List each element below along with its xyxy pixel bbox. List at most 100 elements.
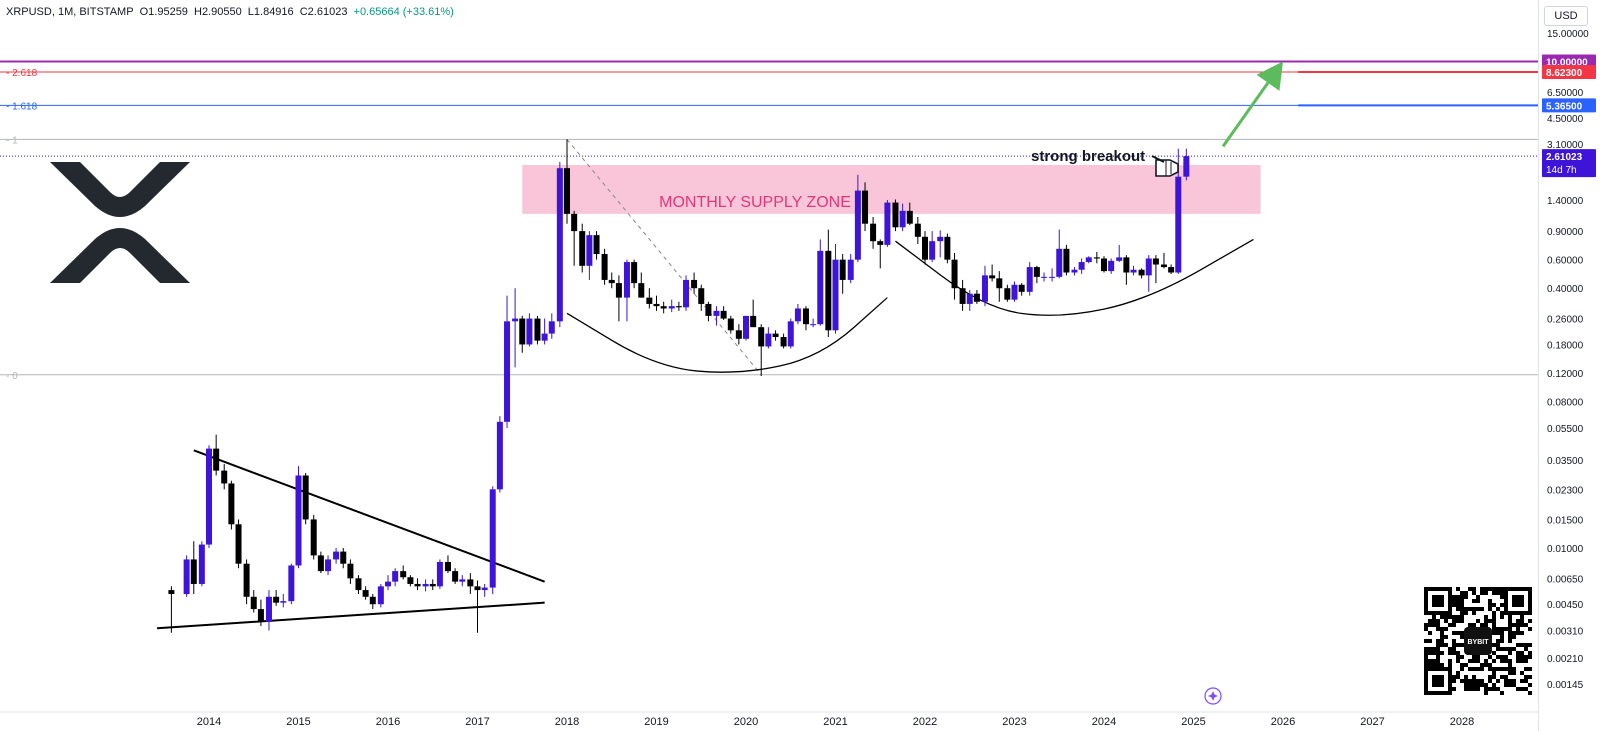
qr-module [1484,683,1488,687]
qr-module [1460,599,1464,603]
qr-module [1424,659,1428,663]
qr-module [1424,675,1428,679]
price-axis[interactable]: 15.00000 6.50000 4.50000 3.10000 1.40000 0.90… [1542,29,1596,691]
qr-module [1440,615,1444,619]
time-tick-label: 2024 [1092,716,1116,728]
candle-bear [675,306,682,308]
qr-module [1496,667,1500,671]
qr-module [1500,591,1504,595]
candle-bear [750,315,757,328]
qr-module [1516,643,1520,647]
qr-module [1432,647,1436,651]
qr-module [1432,595,1436,599]
qr-module [1432,611,1436,615]
qr-module [1508,635,1512,639]
currency-button[interactable]: USD [1544,6,1588,26]
candle-bull [489,489,496,588]
qr-module [1456,619,1460,623]
candle-bear [347,563,354,579]
qr-module [1492,615,1496,619]
qr-module [1464,683,1468,687]
candle-bear [369,596,376,605]
candle-bull [512,318,519,322]
qr-module [1424,671,1428,675]
symbol-name[interactable]: XRPUSD, 1M, BITSTAMP [6,6,134,18]
candle-bear [519,318,526,345]
qr-module [1520,659,1524,663]
qr-module [1432,667,1436,671]
qr-module [1452,595,1456,599]
candle-bear [989,275,996,279]
candle-bear [839,259,846,280]
qr-module [1452,615,1456,619]
candle-bull [1026,267,1033,292]
qr-module [1516,651,1520,655]
qr-module [1460,615,1464,619]
qr-module [1520,603,1524,607]
qr-module [1480,683,1484,687]
qr-module [1444,667,1448,671]
qr-module [1424,683,1428,687]
candle-bull [787,321,794,347]
qr-module [1440,631,1444,635]
qr-module [1508,683,1512,687]
candle-bull [884,202,891,245]
qr-module [1496,655,1500,659]
qr-module [1492,603,1496,607]
qr-module [1472,607,1476,611]
qr-module [1492,643,1496,647]
candle-bull [325,559,332,572]
qr-module [1440,691,1444,695]
candle-bull [198,544,205,584]
qr-module [1436,663,1440,667]
candle-bear [705,303,712,316]
qr-module [1472,599,1476,603]
qr-module [1444,635,1448,639]
qr-module [1468,667,1472,671]
candle-bear [615,283,622,298]
qr-module [1488,663,1492,667]
candle-bull [422,583,429,587]
qr-module [1432,651,1436,655]
qr-module [1492,619,1496,623]
candle-bear [1004,288,1011,300]
qr-module [1456,631,1460,635]
qr-module [1444,615,1448,619]
qr-module [1500,595,1504,599]
qr-module [1472,587,1476,591]
qr-module [1508,651,1512,655]
drawings-layer [157,61,1283,630]
qr-module [1516,627,1520,631]
star-icon[interactable] [1204,687,1222,705]
price-tick-label: 0.00210 [1547,654,1584,665]
qr-module [1480,679,1484,683]
qr-module [1524,611,1528,615]
candle-bear [1168,267,1175,273]
qr-module [1452,599,1456,603]
qr-module [1516,623,1520,627]
candle-bull [377,586,384,605]
qr-module [1516,595,1520,599]
candle-bear [250,596,257,610]
fib-label: - 0 [6,371,18,382]
qr-module [1436,603,1440,607]
qr-module [1460,663,1464,667]
qr-module [1496,647,1500,651]
qr-module [1448,659,1452,663]
qr-module [1524,587,1528,591]
candle-bull [556,168,563,322]
qr-module [1472,683,1476,687]
qr-module [1520,679,1524,683]
qr-module [1524,687,1528,691]
candle-bear [467,579,474,587]
time-axis[interactable]: 2014 2015 2016 2017 2018 2019 2020 2021 2022 2023… [0,711,1538,728]
qr-module [1472,655,1476,659]
qr-module [1456,595,1460,599]
qr-module [1500,587,1504,591]
candle-bear [720,310,727,319]
qr-module [1432,683,1436,687]
time-tick-label: 2015 [286,716,310,728]
qr-module [1492,623,1496,627]
